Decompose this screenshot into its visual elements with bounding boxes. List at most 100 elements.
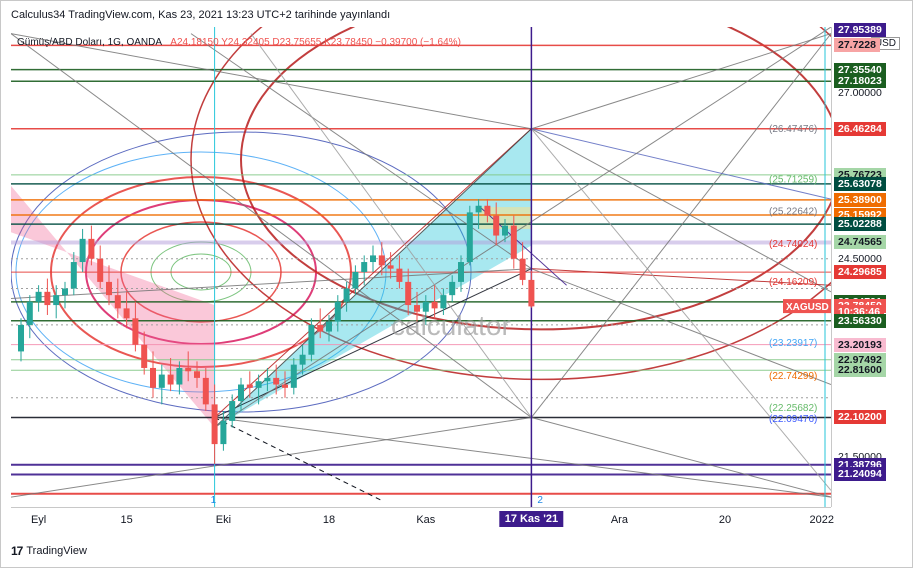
candle-body xyxy=(510,225,517,259)
gann-fan-line xyxy=(531,268,831,385)
candle xyxy=(484,199,491,223)
candle-body xyxy=(141,344,148,368)
candle-body xyxy=(378,255,385,266)
brand-name: TradingView xyxy=(26,545,87,557)
candle-body xyxy=(18,324,24,352)
candle xyxy=(35,285,42,312)
gann-fan-line xyxy=(531,417,831,498)
candle-body xyxy=(352,271,359,289)
footer: 17 TradingView xyxy=(11,544,87,558)
candle xyxy=(123,291,130,329)
gann-fan-line xyxy=(11,268,532,299)
price-axis-label: 27.00000 xyxy=(838,87,882,100)
candle xyxy=(79,228,86,272)
candle xyxy=(405,268,412,315)
candle-body xyxy=(194,371,200,378)
candle-body xyxy=(502,225,508,236)
symbol-tag-label: XAGUSD xyxy=(786,302,829,313)
watermark-text: calculator xyxy=(391,310,511,341)
candle-body xyxy=(414,305,420,312)
candle-body xyxy=(343,288,350,302)
candle xyxy=(493,202,500,246)
candle-body xyxy=(35,291,42,302)
candle xyxy=(282,371,288,398)
ohlc-values: A24.18150 Y24.32405 D23.75655 K23.78450 … xyxy=(170,37,461,48)
gann-circle xyxy=(240,27,831,331)
time-axis[interactable]: Eyl 15 Eki 18 Kas 17 Kas '21 Ara 20 2022 xyxy=(11,507,835,536)
gann-fan-line xyxy=(250,33,532,418)
candle xyxy=(106,265,112,306)
candle-body xyxy=(238,384,244,402)
candle-body xyxy=(326,321,332,332)
candle xyxy=(202,367,209,411)
candle-body xyxy=(220,420,227,445)
price-chart[interactable]: 1 2 calculator (26.47476) (25.71259) (25.2264… xyxy=(11,27,831,507)
price-axis-label: 27.7228 xyxy=(834,38,880,53)
candle xyxy=(44,278,51,315)
fib-level-label: (22.74299) xyxy=(769,371,817,382)
candle xyxy=(299,344,306,375)
candle xyxy=(211,384,218,464)
candle-body xyxy=(123,308,130,319)
gann-fan-line xyxy=(11,33,532,418)
candle xyxy=(440,288,447,315)
price-axis[interactable]: USD 27.95389 27.7228 27.35540 27.18023 27.00… xyxy=(831,23,906,507)
candle xyxy=(387,252,394,279)
time-axis-tick: 18 xyxy=(322,514,336,526)
time-axis-tick: 2022 xyxy=(809,514,835,526)
candle-body xyxy=(106,281,112,296)
price-axis-label: 27.18023 xyxy=(834,74,886,89)
time-axis-tick: 15 xyxy=(120,514,133,526)
candle-body xyxy=(132,318,139,345)
gann-fan-line xyxy=(214,416,831,498)
candle-body xyxy=(229,401,236,421)
price-axis-label: 24.29685 xyxy=(834,265,886,280)
candle xyxy=(458,255,464,292)
time-axis-tick: 20 xyxy=(718,514,732,526)
tradingview-logo-icon: 17 xyxy=(11,544,23,558)
gann-fan-line xyxy=(11,416,532,498)
candle xyxy=(326,315,332,342)
candle-body xyxy=(475,205,482,213)
candle xyxy=(255,374,262,405)
candle-body xyxy=(370,255,376,263)
symbol-name: Gümüş/ABD Doları, 1G, OANDA xyxy=(17,37,162,48)
candle xyxy=(431,285,438,319)
cycle-number: 1 xyxy=(211,495,217,506)
gann-fan-line xyxy=(214,27,831,428)
candle-body xyxy=(62,288,68,296)
symbol-legend: Gümüş/ABD Doları, 1G, OANDA A24.18150 Y2… xyxy=(17,37,461,48)
fib-level-label: (24.16209) xyxy=(769,277,817,288)
candle-body xyxy=(246,384,253,388)
gann-fan-line xyxy=(531,128,831,491)
candle xyxy=(466,205,473,266)
candle xyxy=(26,295,33,339)
candle-body xyxy=(79,238,86,263)
candle-body xyxy=(458,262,464,282)
time-axis-tick: Ara xyxy=(610,514,628,526)
candle xyxy=(18,318,24,362)
candle-body xyxy=(150,367,156,388)
candle-body xyxy=(449,281,456,296)
candle-body xyxy=(405,281,412,306)
chart-area[interactable]: 1 2 calculator (26.47476) (25.71259) (25.2264… xyxy=(11,27,831,507)
candle-body xyxy=(255,381,262,388)
candle xyxy=(308,318,315,362)
candle xyxy=(290,358,297,395)
candle xyxy=(194,361,200,388)
candle-body xyxy=(185,367,192,372)
candle xyxy=(396,255,403,289)
fib-level-label: (22.09476) xyxy=(769,414,817,425)
candle-body xyxy=(396,268,403,282)
candle-body xyxy=(26,301,33,325)
fib-level-label: (26.47476) xyxy=(769,124,817,135)
candle-body xyxy=(290,364,297,388)
price-axis-label: 21.24094 xyxy=(834,467,886,482)
price-axis-label: 25.63078 xyxy=(834,176,886,191)
candle-body xyxy=(176,367,183,385)
candle-body xyxy=(264,377,271,382)
candle-body xyxy=(202,377,209,405)
time-axis-tick: 17 Kas '21 xyxy=(499,511,564,527)
candle xyxy=(114,278,121,319)
